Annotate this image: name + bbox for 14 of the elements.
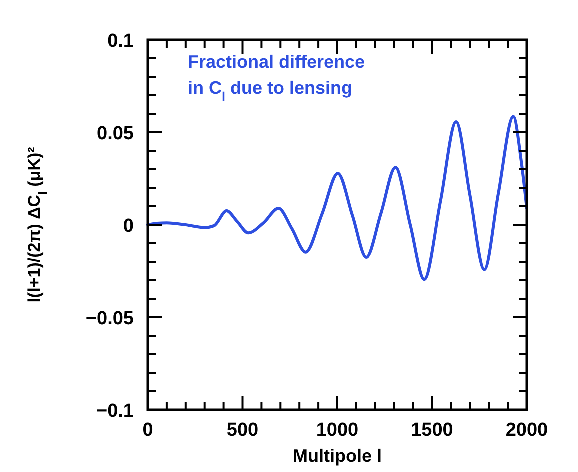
y-tick-label: 0.05 [97, 124, 134, 144]
y-tick-label: 0 [123, 216, 134, 237]
x-axis-title: Multipole l [293, 446, 382, 466]
x-tick-label: 500 [226, 420, 259, 441]
x-tick-label: 2000 [506, 420, 548, 441]
annotation: in C$_{l}$ due to lensing [188, 78, 353, 104]
x-tick-label: 1000 [316, 420, 359, 441]
annotation: Fractional difference [188, 52, 366, 72]
y-tick-label: −0.05 [86, 308, 134, 330]
x-tick-label: 0 [142, 420, 154, 441]
x-tick-label: 1500 [411, 420, 454, 441]
y-tick-label: 0.1 [108, 31, 134, 52]
y-tick-label: −0.1 [96, 401, 134, 422]
line-series [146, 115, 528, 282]
